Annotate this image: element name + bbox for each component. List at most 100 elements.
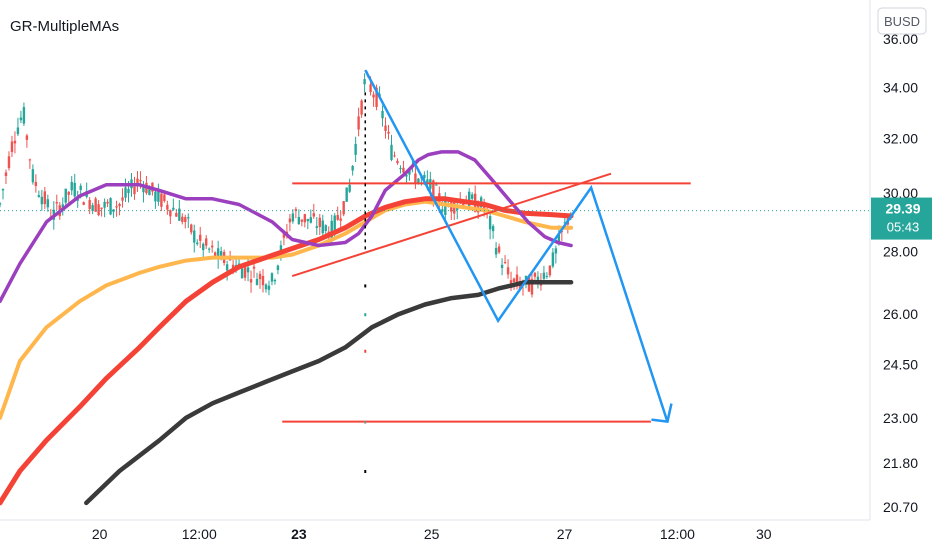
candle-body (297, 216, 301, 225)
candle-body (31, 169, 35, 183)
candle-body (196, 242, 199, 245)
candle-body (67, 191, 70, 195)
candle-body (294, 209, 298, 211)
candle-body (109, 198, 112, 215)
candle-body (441, 209, 444, 212)
candle-body (199, 234, 202, 241)
candle-body (497, 246, 501, 253)
candle-body (360, 100, 363, 115)
candle-body (34, 181, 38, 187)
candle-body (548, 265, 552, 276)
arrow-head-icon (651, 403, 673, 423)
x-tick-label: 25 (424, 526, 440, 542)
candle-body (246, 267, 250, 273)
candle-body (303, 214, 307, 223)
candle-body (399, 168, 402, 170)
candle-body (533, 272, 537, 277)
candle-body (118, 203, 121, 207)
candle-body (127, 188, 130, 194)
candle-body (181, 216, 184, 222)
candle-body (100, 207, 103, 209)
candle-body (184, 217, 187, 223)
candle-body (300, 219, 304, 222)
price-scale-bg[interactable] (870, 0, 932, 520)
candle-body (482, 206, 486, 209)
candle-body (210, 245, 214, 248)
candle-body (240, 268, 244, 279)
candle-body (470, 194, 474, 199)
projection-path[interactable] (364, 69, 669, 422)
candle-body (91, 205, 94, 212)
time-scale[interactable]: 20 12:00 23 25 27 12:00 30 (92, 526, 772, 542)
candle-body (136, 178, 139, 184)
session-marker (364, 313, 367, 317)
candle-body (94, 198, 97, 212)
x-tick-label: 23 (291, 526, 307, 542)
candle-body (264, 284, 268, 290)
candle-body (282, 233, 286, 238)
candle-body (142, 185, 145, 193)
candle-body (291, 213, 295, 222)
candle-body (390, 144, 393, 160)
candle-body (330, 220, 333, 241)
time-scale-bg[interactable] (0, 520, 932, 550)
candle-body (381, 111, 384, 119)
x-tick-label: 12:00 (660, 526, 695, 542)
trendline[interactable] (291, 172, 612, 278)
candle-body (506, 267, 510, 275)
candle-body (288, 218, 292, 223)
x-tick-label: 20 (92, 526, 108, 542)
candle-body (37, 195, 41, 197)
candle-body (43, 191, 47, 205)
candle-body (205, 238, 208, 246)
candle-body (154, 191, 157, 202)
candlesticks (0, 71, 573, 298)
candle-body (384, 125, 387, 131)
candle-body (387, 131, 390, 134)
candle-body (73, 182, 76, 197)
y-tick-label: 20.70 (883, 499, 918, 515)
candle-body (213, 252, 217, 257)
candle-body (396, 160, 399, 164)
candle-body (270, 273, 274, 282)
x-tick-label: 30 (756, 526, 772, 542)
candle-body (112, 209, 115, 212)
candle-body (339, 218, 342, 221)
candle-body (432, 180, 435, 201)
candle-body (249, 279, 253, 283)
candle-body (172, 207, 175, 210)
candle-body (202, 243, 205, 251)
candle-body (267, 285, 271, 290)
indicator-title[interactable]: GR-MultipleMAs (10, 18, 119, 35)
candle-body (369, 84, 372, 92)
candle-body (530, 278, 534, 295)
ma-red-line (0, 196, 574, 506)
candle-body (121, 197, 124, 201)
candle-body (178, 208, 181, 221)
candle-body (10, 141, 14, 152)
session-marker (364, 284, 367, 288)
currency-badge[interactable]: BUSD (877, 7, 927, 35)
candle-body (414, 173, 417, 184)
drawing-layer[interactable] (282, 69, 691, 474)
y-tick-label: 23.00 (883, 410, 918, 426)
price-scale[interactable]: 36.00 34.00 32.00 30.00 28.00 26.00 24.50 23.00… (883, 31, 918, 515)
candle-body (88, 200, 91, 210)
candle-body (276, 265, 280, 271)
y-tick-label: 32.00 (883, 131, 918, 147)
candle-body (554, 248, 558, 254)
candle-body (258, 273, 262, 280)
y-tick-label: 26.00 (883, 306, 918, 322)
candle-body (61, 204, 64, 208)
candle-body (25, 135, 29, 140)
candle-body (312, 213, 315, 217)
candle-body (515, 274, 519, 286)
candle-body (70, 181, 73, 191)
candle-body (342, 201, 345, 215)
candle-body (28, 159, 32, 161)
price-tag-countdown: 05:43 (887, 220, 920, 235)
candle-body (545, 275, 549, 277)
candle-body (207, 248, 211, 250)
candle-body (4, 172, 8, 177)
